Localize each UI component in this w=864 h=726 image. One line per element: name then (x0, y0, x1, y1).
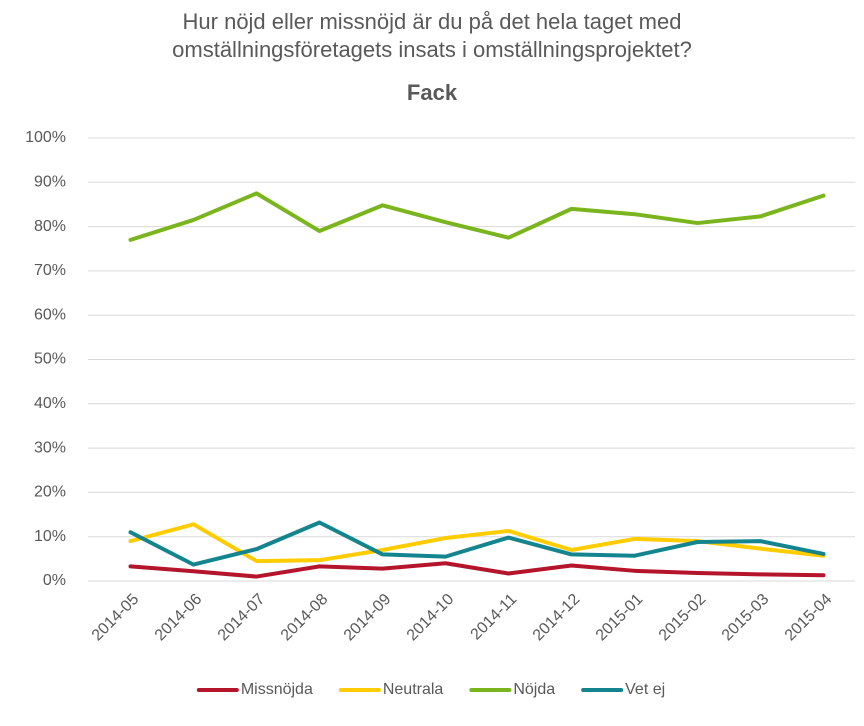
x-tick-label: 2014-07 (215, 591, 269, 645)
x-tick-label: 2015-04 (782, 591, 836, 645)
legend-label: Vet ej (625, 681, 665, 698)
y-tick-label: 0% (43, 572, 66, 589)
y-tick-label: 40% (34, 395, 66, 412)
x-tick-label: 2014-05 (89, 591, 143, 645)
series-line (128, 520, 826, 567)
legend-label: Nöjda (513, 681, 555, 698)
x-tick-label: 2015-02 (656, 591, 710, 645)
chart-subtitle: Fack (406, 80, 458, 105)
y-tick-label: 50% (34, 351, 66, 368)
x-tick-label: 2014-06 (152, 591, 206, 645)
y-tick-label: 20% (34, 484, 66, 501)
x-tick-label: 2014-09 (341, 591, 395, 645)
legend-label: Neutrala (383, 681, 444, 698)
chart-title: Hur nöjd eller missnöjd är du på det hel… (172, 9, 692, 62)
y-tick-label: 60% (34, 306, 66, 323)
x-tick-label: 2015-01 (593, 591, 647, 645)
y-tick-label: 80% (34, 218, 66, 235)
y-tick-label: 30% (34, 439, 66, 456)
y-tick-label: 100% (25, 129, 66, 146)
x-tick-label: 2015-03 (719, 591, 773, 645)
series-line (128, 191, 826, 242)
y-tick-label: 10% (34, 528, 66, 545)
x-tick-label: 2014-08 (278, 591, 332, 645)
x-tick-label: 2014-11 (468, 591, 521, 644)
y-tick-label: 90% (34, 174, 66, 191)
legend-label: Missnöjda (241, 681, 313, 698)
series-line (128, 561, 826, 579)
y-tick-label: 70% (34, 262, 66, 279)
x-tick-label: 2014-12 (530, 591, 584, 645)
x-tick-label: 2014-10 (404, 591, 458, 645)
